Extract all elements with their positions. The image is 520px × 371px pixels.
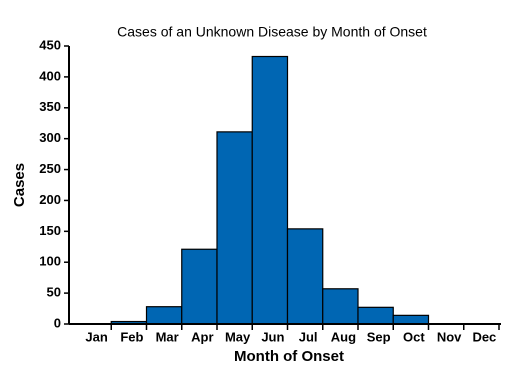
x-tick-label: Oct: [403, 329, 425, 344]
bar: [286, 228, 324, 325]
bar: [357, 306, 394, 325]
bar: [216, 131, 253, 325]
y-axis-title: Cases: [11, 163, 28, 207]
bar: [322, 288, 359, 325]
y-tick-label: 400: [39, 68, 61, 83]
x-tick-label: Aug: [331, 329, 356, 344]
x-tick-label: Mar: [156, 329, 179, 344]
x-tick-label: Jul: [299, 329, 318, 344]
x-tick-label: Dec: [472, 329, 496, 344]
x-tick-label: Apr: [191, 329, 213, 344]
y-tick-label: 0: [54, 315, 61, 330]
y-tick-label: 150: [39, 223, 61, 238]
bar: [392, 314, 430, 325]
y-tick-label: 300: [39, 130, 61, 145]
y-tick-label: 100: [39, 254, 61, 269]
x-axis-title: Month of Onset: [234, 348, 344, 365]
y-tick-label: 50: [47, 285, 61, 300]
y-tick-label: 350: [39, 99, 61, 114]
chart-title: Cases of an Unknown Disease by Month of …: [117, 24, 427, 40]
x-tick-label: Sep: [367, 329, 391, 344]
bar: [181, 248, 218, 325]
x-tick-label: May: [225, 329, 251, 344]
x-tick-label: Jan: [85, 329, 107, 344]
y-tick-label: 250: [39, 161, 61, 176]
y-tick-label: 200: [39, 192, 61, 207]
y-tick-label: 450: [39, 37, 61, 52]
x-tick-label: Jun: [261, 329, 284, 344]
x-tick-label: Nov: [437, 329, 462, 344]
x-tick-label: Feb: [120, 329, 143, 344]
bar: [145, 306, 183, 325]
bar: [251, 55, 289, 325]
